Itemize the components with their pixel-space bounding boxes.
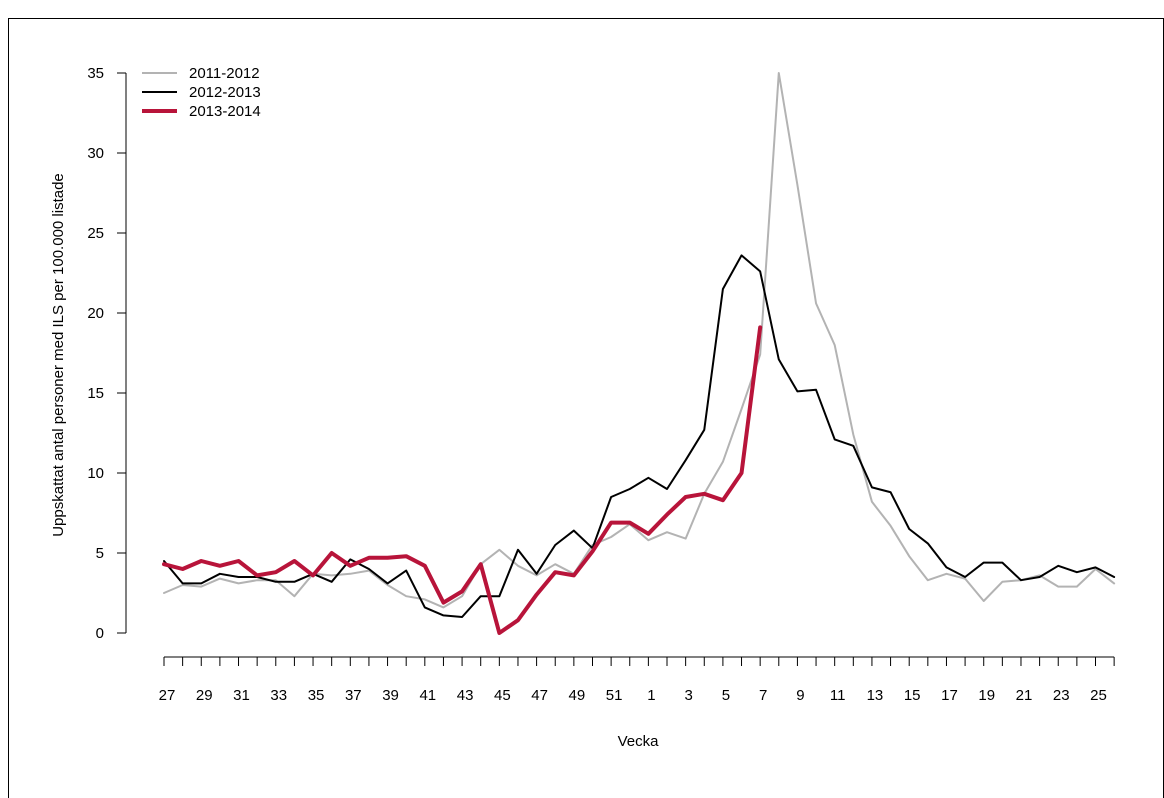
x-tick-label: 23 bbox=[1053, 687, 1070, 704]
x-tick-label: 51 bbox=[606, 687, 623, 704]
x-tick-label: 11 bbox=[830, 687, 846, 704]
x-axis: 27 29 31 33 35 37 39 41 43 45 47 49 51 1 3 5 7 9 11 13 15 17 1… bbox=[159, 656, 1115, 704]
series-line-2011-2012 bbox=[163, 72, 1116, 609]
y-axis: 0 5 10 15 20 25 30 35 bbox=[87, 65, 127, 642]
y-tick-label: 20 bbox=[87, 305, 104, 322]
x-tick-label: 13 bbox=[867, 687, 884, 704]
y-tick-label: 30 bbox=[87, 145, 104, 162]
y-tick-label: 15 bbox=[87, 385, 104, 402]
x-tick-label: 41 bbox=[419, 687, 436, 704]
legend-label: 2013-2014 bbox=[189, 103, 261, 120]
x-tick-label: 31 bbox=[233, 687, 250, 704]
x-tick-label: 45 bbox=[494, 687, 511, 704]
x-tick-label: 7 bbox=[759, 687, 767, 704]
y-tick-label: 5 bbox=[96, 545, 104, 562]
x-tick-label: 29 bbox=[196, 687, 213, 704]
series-line-2012-2013 bbox=[163, 254, 1116, 618]
x-tick-label: 17 bbox=[941, 687, 958, 704]
x-tick-label: 49 bbox=[569, 687, 586, 704]
series-line-2013-2014 bbox=[162, 325, 763, 635]
y-tick-label: 0 bbox=[96, 625, 104, 642]
y-tick-label: 25 bbox=[87, 225, 104, 242]
legend-label: 2012-2013 bbox=[189, 84, 261, 101]
legend: 2011-2012 2012-2013 2013-2014 bbox=[142, 65, 261, 120]
x-tick-label: 3 bbox=[684, 687, 692, 704]
x-tick-label: 25 bbox=[1090, 687, 1107, 704]
y-axis-label: Uppskattat antal personer med ILS per 10… bbox=[50, 173, 67, 537]
x-tick-label: 37 bbox=[345, 687, 362, 704]
x-tick-label: 35 bbox=[308, 687, 325, 704]
y-tick-label: 10 bbox=[87, 465, 104, 482]
y-tick-label: 35 bbox=[87, 65, 104, 82]
x-tick-label: 15 bbox=[904, 687, 921, 704]
x-tick-label: 27 bbox=[159, 687, 176, 704]
x-tick-label: 21 bbox=[1016, 687, 1033, 704]
series-layer bbox=[162, 72, 1116, 635]
legend-label: 2011-2012 bbox=[189, 65, 260, 82]
x-axis-label: Vecka bbox=[618, 733, 660, 750]
x-tick-label: 47 bbox=[531, 687, 548, 704]
x-tick-label: 39 bbox=[382, 687, 399, 704]
x-tick-label: 9 bbox=[796, 687, 804, 704]
x-tick-label: 33 bbox=[270, 687, 287, 704]
x-tick-label: 43 bbox=[457, 687, 474, 704]
x-tick-label: 19 bbox=[978, 687, 995, 704]
x-tick-label: 5 bbox=[722, 687, 730, 704]
x-tick-label: 1 bbox=[647, 687, 655, 704]
